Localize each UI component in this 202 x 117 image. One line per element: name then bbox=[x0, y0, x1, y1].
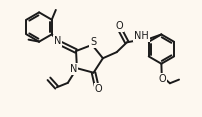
Text: O: O bbox=[115, 22, 123, 31]
Text: S: S bbox=[90, 37, 96, 47]
Text: N: N bbox=[54, 36, 61, 46]
Text: N: N bbox=[69, 64, 77, 74]
Text: NH: NH bbox=[134, 31, 148, 41]
Text: O: O bbox=[94, 84, 102, 94]
Text: O: O bbox=[158, 74, 165, 84]
